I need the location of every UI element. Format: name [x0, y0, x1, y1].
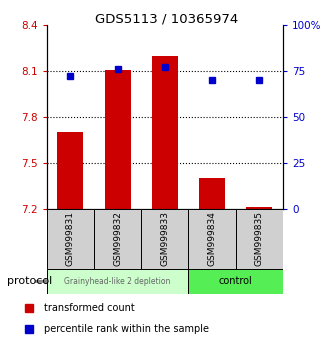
Text: GSM999831: GSM999831 [66, 211, 75, 267]
Bar [57, 132, 83, 209]
Bar [188, 209, 236, 269]
Text: GDS5113 / 10365974: GDS5113 / 10365974 [95, 12, 238, 25]
Bar [152, 56, 178, 209]
Bar [246, 207, 272, 209]
Bar [199, 178, 225, 209]
Bar [47, 269, 188, 294]
Text: control: control [219, 276, 253, 286]
Text: GSM999832: GSM999832 [113, 211, 122, 267]
Bar [47, 209, 94, 269]
Bar [94, 209, 141, 269]
Bar [236, 209, 283, 269]
Text: transformed count: transformed count [44, 303, 135, 313]
Text: protocol: protocol [7, 276, 52, 286]
Text: percentile rank within the sample: percentile rank within the sample [44, 324, 208, 334]
Text: Grainyhead-like 2 depletion: Grainyhead-like 2 depletion [64, 277, 171, 286]
Bar [188, 269, 283, 294]
Text: GSM999833: GSM999833 [160, 211, 169, 267]
Text: GSM999834: GSM999834 [207, 211, 217, 267]
Bar [141, 209, 188, 269]
Text: GSM999835: GSM999835 [255, 211, 264, 267]
Bar [105, 70, 131, 209]
